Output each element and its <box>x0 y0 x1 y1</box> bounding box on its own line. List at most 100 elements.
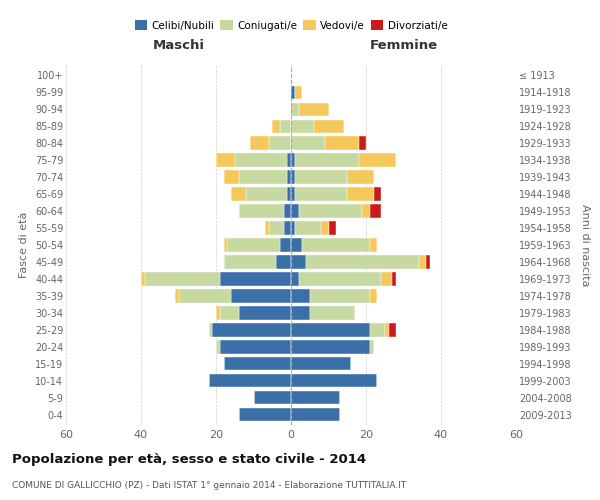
Bar <box>216 306 220 320</box>
Bar <box>373 188 381 200</box>
Bar <box>426 256 430 268</box>
Bar <box>291 188 295 200</box>
Bar <box>250 136 269 149</box>
Bar <box>239 408 291 422</box>
Bar <box>280 238 291 252</box>
Bar <box>347 170 373 183</box>
Bar <box>291 306 310 320</box>
Text: Femmine: Femmine <box>370 40 437 52</box>
Bar <box>272 120 280 133</box>
Bar <box>239 204 284 218</box>
Bar <box>175 290 179 302</box>
Bar <box>329 222 336 234</box>
Y-axis label: Anni di nascita: Anni di nascita <box>580 204 590 286</box>
Bar <box>291 86 295 99</box>
Bar <box>223 170 239 183</box>
Bar <box>295 86 302 99</box>
Bar <box>235 154 287 166</box>
Bar <box>295 222 321 234</box>
Bar <box>269 136 291 149</box>
Bar <box>287 170 291 183</box>
Bar <box>362 204 370 218</box>
Bar <box>223 238 227 252</box>
Bar <box>216 340 220 353</box>
Bar <box>291 204 299 218</box>
Bar <box>419 256 426 268</box>
Bar <box>295 170 347 183</box>
Bar <box>239 170 287 183</box>
Bar <box>325 136 359 149</box>
Y-axis label: Fasce di età: Fasce di età <box>19 212 29 278</box>
Bar <box>359 154 396 166</box>
Bar <box>302 238 370 252</box>
Bar <box>370 290 377 302</box>
Text: COMUNE DI GALLICCHIO (PZ) - Dati ISTAT 1° gennaio 2014 - Elaborazione TUTTITALIA: COMUNE DI GALLICCHIO (PZ) - Dati ISTAT 1… <box>12 481 406 490</box>
Bar <box>370 204 381 218</box>
Bar <box>385 324 389 336</box>
Bar <box>209 374 291 388</box>
Bar <box>370 238 377 252</box>
Bar <box>291 340 370 353</box>
Bar <box>389 324 396 336</box>
Bar <box>269 222 284 234</box>
Bar <box>223 357 291 370</box>
Bar <box>280 120 291 133</box>
Bar <box>299 204 362 218</box>
Bar <box>291 154 295 166</box>
Bar <box>145 272 220 285</box>
Bar <box>392 272 396 285</box>
Bar <box>299 272 381 285</box>
Bar <box>291 272 299 285</box>
Bar <box>299 102 329 116</box>
Bar <box>291 290 310 302</box>
Bar <box>220 306 239 320</box>
Text: Popolazione per età, sesso e stato civile - 2014: Popolazione per età, sesso e stato civil… <box>12 452 366 466</box>
Bar <box>231 290 291 302</box>
Bar <box>370 324 385 336</box>
Bar <box>295 154 359 166</box>
Bar <box>239 306 291 320</box>
Bar <box>287 154 291 166</box>
Bar <box>141 272 145 285</box>
Bar <box>291 374 377 388</box>
Bar <box>223 256 276 268</box>
Bar <box>381 272 392 285</box>
Bar <box>227 238 280 252</box>
Bar <box>291 256 306 268</box>
Bar <box>284 204 291 218</box>
Bar <box>254 391 291 404</box>
Bar <box>284 222 291 234</box>
Bar <box>212 324 291 336</box>
Bar <box>276 256 291 268</box>
Bar <box>291 391 340 404</box>
Bar <box>209 324 212 336</box>
Bar <box>347 188 373 200</box>
Text: Maschi: Maschi <box>152 40 205 52</box>
Bar <box>291 120 314 133</box>
Bar <box>291 324 370 336</box>
Bar <box>179 290 231 302</box>
Bar <box>287 188 291 200</box>
Bar <box>265 222 269 234</box>
Legend: Celibi/Nubili, Coniugati/e, Vedovi/e, Divorziati/e: Celibi/Nubili, Coniugati/e, Vedovi/e, Di… <box>130 16 452 35</box>
Bar <box>291 222 295 234</box>
Bar <box>220 340 291 353</box>
Bar <box>220 272 291 285</box>
Bar <box>291 102 299 116</box>
Bar <box>310 290 370 302</box>
Bar <box>246 188 287 200</box>
Bar <box>291 136 325 149</box>
Bar <box>359 136 366 149</box>
Bar <box>310 306 355 320</box>
Bar <box>291 238 302 252</box>
Bar <box>291 408 340 422</box>
Bar <box>314 120 343 133</box>
Bar <box>295 188 347 200</box>
Bar <box>306 256 419 268</box>
Bar <box>370 340 373 353</box>
Bar <box>231 188 246 200</box>
Bar <box>216 154 235 166</box>
Bar <box>321 222 329 234</box>
Bar <box>291 170 295 183</box>
Bar <box>291 357 351 370</box>
